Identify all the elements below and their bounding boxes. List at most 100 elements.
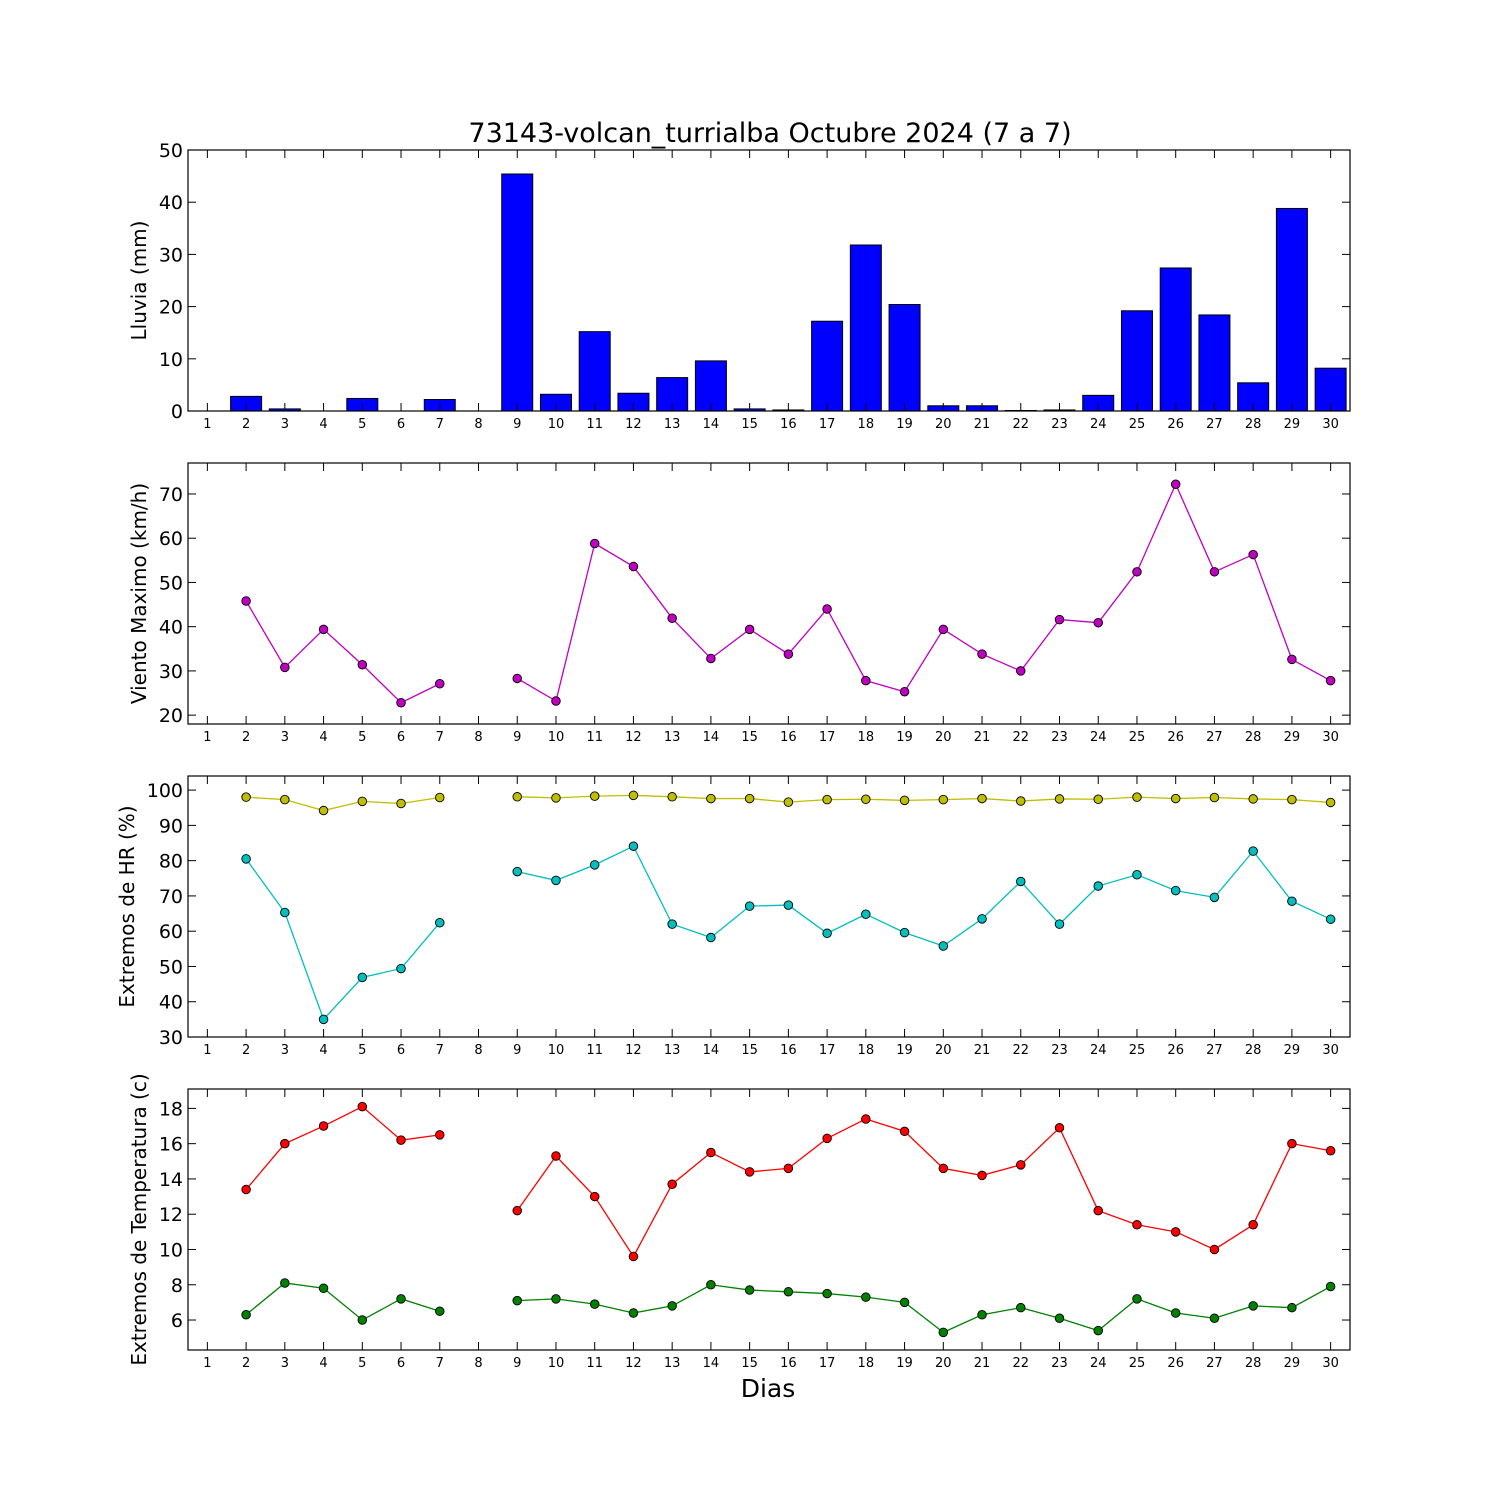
data-point (280, 907, 290, 918)
y-tick-label: 40 (159, 992, 183, 1014)
data-point (1054, 614, 1065, 625)
x-tick-label: 30 (1322, 1356, 1339, 1371)
data-point (512, 866, 522, 877)
data-point (822, 1133, 832, 1144)
y-axis-label: Extremos de HR (%) (115, 805, 139, 1007)
data-point (899, 795, 910, 806)
x-tick-label: 15 (741, 730, 758, 745)
data-point (1093, 617, 1103, 628)
data-point (1016, 796, 1026, 806)
data-point (861, 1114, 871, 1124)
x-tick-label: 9 (513, 417, 521, 432)
data-point (938, 1327, 949, 1338)
data-point (1325, 1145, 1336, 1156)
x-tick-label: 13 (664, 1043, 681, 1058)
data-point (1248, 1220, 1258, 1230)
data-point (512, 1205, 522, 1216)
x-tick-label: 8 (474, 1043, 482, 1058)
data-point (1016, 666, 1026, 676)
x-tick-label: 8 (474, 1356, 482, 1371)
data-point (628, 1251, 639, 1262)
x-tick-label: 2 (242, 1356, 250, 1371)
x-tick-label: 18 (858, 417, 875, 432)
data-point (899, 1126, 910, 1137)
data-point (1132, 870, 1142, 880)
x-tick-label: 24 (1090, 1043, 1107, 1058)
data-point (822, 928, 832, 939)
data-point (512, 673, 522, 684)
data-point (1054, 1123, 1065, 1133)
data-point (1209, 792, 1220, 803)
data-point (628, 790, 639, 801)
data-point (241, 1184, 251, 1195)
x-tick-label: 11 (586, 730, 603, 745)
x-tick-label: 25 (1129, 730, 1146, 745)
x-tick-label: 22 (1012, 1043, 1029, 1058)
data-point (744, 1167, 755, 1177)
x-tick-label: 1 (203, 1043, 211, 1058)
x-tick-label: 25 (1129, 1043, 1146, 1058)
x-tick-label: 23 (1051, 1043, 1068, 1058)
data-point (318, 624, 329, 635)
data-point (628, 561, 639, 572)
data-point (1093, 881, 1103, 891)
x-tick-label: 15 (741, 417, 758, 432)
x-tick-label: 20 (935, 1356, 952, 1371)
data-point (1170, 1227, 1181, 1237)
y-tick-label: 50 (159, 956, 183, 978)
data-point (899, 686, 910, 697)
data-point (551, 793, 561, 803)
data-point (744, 901, 755, 911)
x-tick-label: 30 (1322, 730, 1339, 745)
data-point (241, 1309, 251, 1320)
x-tick-label: 23 (1051, 730, 1068, 745)
data-point (1132, 1220, 1142, 1230)
data-point (938, 1163, 949, 1174)
x-tick-label: 21 (974, 730, 991, 745)
x-tick-label: 4 (319, 1043, 327, 1058)
data-point (899, 1297, 910, 1308)
data-point (551, 875, 561, 886)
data-point (357, 1101, 368, 1112)
data-point (1248, 1301, 1258, 1311)
x-tick-label: 29 (1284, 417, 1301, 432)
rain-bar (1198, 314, 1231, 412)
series-line (245, 600, 441, 704)
data-point (1287, 896, 1297, 906)
data-point (667, 1301, 677, 1311)
x-tick-label: 17 (819, 730, 836, 745)
data-point (396, 1294, 406, 1304)
series-line (245, 1282, 440, 1321)
data-point (667, 792, 677, 802)
x-tick-label: 13 (664, 730, 681, 745)
series-line (517, 794, 1331, 804)
data-point (861, 1292, 871, 1302)
x-tick-label: 12 (625, 417, 642, 432)
y-tick-label: 10 (159, 349, 183, 371)
x-tick-label: 7 (436, 1043, 444, 1058)
series-line (246, 796, 440, 812)
data-point (783, 1163, 794, 1174)
y-tick-label: 80 (159, 851, 183, 873)
y-tick-label: 18 (159, 1098, 183, 1120)
x-tick-label: 12 (625, 1043, 642, 1058)
x-tick-label: 29 (1284, 1043, 1301, 1058)
data-point (551, 1151, 561, 1161)
x-tick-label: 6 (397, 1043, 405, 1058)
x-tick-label: 16 (780, 1356, 797, 1371)
data-point (1287, 794, 1297, 805)
data-point (822, 794, 832, 805)
data-point (357, 796, 368, 807)
x-tick-label: 29 (1284, 1356, 1301, 1371)
x-tick-label: 6 (397, 1356, 405, 1371)
data-point (861, 909, 871, 920)
x-tick-label: 30 (1322, 417, 1339, 432)
x-tick-label: 20 (935, 1043, 952, 1058)
y-tick-label: 12 (159, 1204, 183, 1226)
x-tick-label: 16 (780, 1043, 797, 1058)
x-tick-label: 3 (281, 1043, 289, 1058)
data-point (1093, 1325, 1103, 1336)
x-axis-label: Dias (741, 1374, 796, 1403)
x-tick-label: 25 (1129, 1356, 1146, 1371)
rain-bar (1120, 310, 1153, 412)
